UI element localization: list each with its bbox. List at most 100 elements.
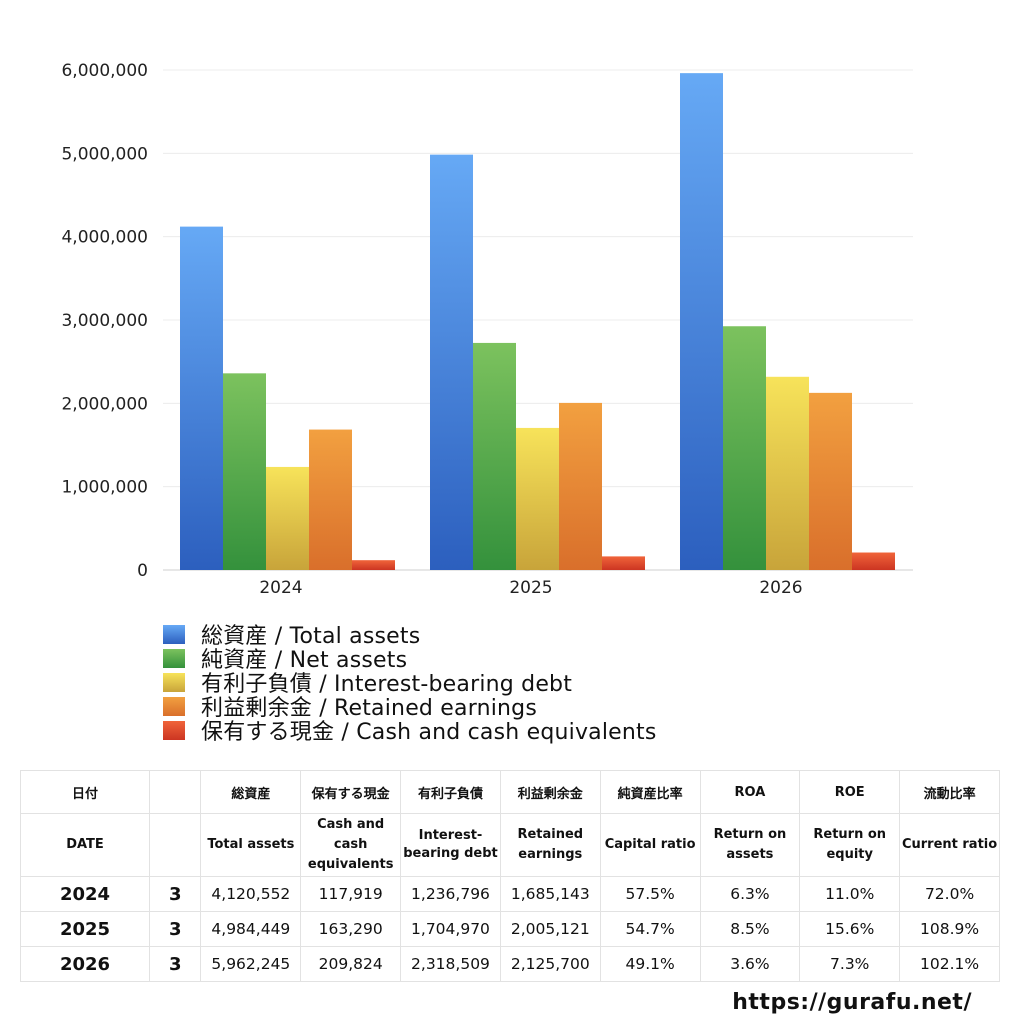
legend-label: 保有する現金 / Cash and cash equivalents bbox=[201, 720, 657, 745]
table-header-japanese: 日付 総資産 保有する現金 有利子負債 利益剰余金 純資産比率 ROA ROE 流動比率 bbox=[19, 770, 1000, 814]
column-header-en: Interest-bearing debt bbox=[400, 813, 501, 877]
y-tick-label: 1,000,000 bbox=[61, 478, 148, 498]
legend-swatch bbox=[163, 648, 185, 668]
table-cell: 57.5% bbox=[599, 876, 701, 912]
table-cell: 117,919 bbox=[300, 876, 402, 912]
column-header-en: Return on assets bbox=[699, 813, 801, 877]
table-cell: 2026 bbox=[19, 946, 151, 982]
x-axis-category-labels: 2024 2025 2026 bbox=[259, 578, 802, 598]
table-cell: 72.0% bbox=[899, 876, 1000, 912]
column-header-ja: 有利子負債 bbox=[400, 770, 501, 814]
column-header-ja: 利益剰余金 bbox=[499, 770, 601, 814]
bar bbox=[266, 466, 309, 570]
table-cell: 108.9% bbox=[899, 911, 1000, 947]
table-cell: 2,318,509 bbox=[400, 946, 501, 982]
legend-item: 保有する現金 / Cash and cash equivalents bbox=[163, 718, 657, 745]
table-cell: 3 bbox=[149, 946, 202, 982]
table-cell: 54.7% bbox=[599, 911, 701, 947]
column-header-en: Return on equity bbox=[799, 813, 901, 877]
table-cell: 2,005,121 bbox=[499, 911, 601, 947]
column-header-ja: ROE bbox=[799, 770, 901, 814]
table-row: 2025 3 4,984,449 163,290 1,704,970 2,005,121 5… bbox=[19, 911, 1000, 947]
table-cell: 49.1% bbox=[599, 946, 701, 982]
column-header-ja: 総資産 bbox=[200, 770, 302, 814]
legend-item: 有利子負債 / Interest-bearing debt bbox=[163, 670, 657, 697]
column-header-en: Current ratio bbox=[899, 813, 1000, 877]
y-tick-label: 3,000,000 bbox=[61, 311, 148, 331]
table-cell: 3.6% bbox=[699, 946, 801, 982]
column-header-ja: 流動比率 bbox=[899, 770, 1000, 814]
table-cell: 4,120,552 bbox=[200, 876, 302, 912]
table-cell: 1,685,143 bbox=[499, 876, 601, 912]
legend-label: 総資産 / Total assets bbox=[201, 624, 421, 649]
bar bbox=[559, 402, 602, 570]
table-cell: 163,290 bbox=[300, 911, 402, 947]
bar bbox=[223, 373, 266, 570]
chart-legend: 総資産 / Total assets 純資産 / Net assets 有利子負債 … bbox=[163, 622, 657, 745]
bar bbox=[309, 429, 352, 570]
column-header-ja bbox=[149, 770, 202, 814]
bar bbox=[852, 552, 895, 570]
legend-label: 純資産 / Net assets bbox=[201, 648, 408, 673]
y-tick-label: 5,000,000 bbox=[61, 144, 148, 164]
table-cell: 1,704,970 bbox=[400, 911, 501, 947]
y-tick-label: 4,000,000 bbox=[61, 228, 148, 248]
table-cell: 15.6% bbox=[799, 911, 901, 947]
x-category-label: 2025 bbox=[509, 578, 552, 598]
bar-series bbox=[180, 73, 895, 571]
table-cell: 102.1% bbox=[899, 946, 1000, 982]
legend-label: 利益剰余金 / Retained earnings bbox=[201, 696, 537, 721]
bar bbox=[180, 226, 223, 570]
table-cell: 2024 bbox=[19, 876, 151, 912]
x-category-label: 2026 bbox=[759, 578, 802, 598]
legend-swatch bbox=[163, 624, 185, 644]
table-cell: 7.3% bbox=[799, 946, 901, 982]
bar bbox=[680, 73, 723, 571]
column-header-ja: 保有する現金 bbox=[300, 770, 402, 814]
table-cell: 8.5% bbox=[699, 911, 801, 947]
legend-swatch bbox=[163, 672, 185, 692]
column-header-ja: 日付 bbox=[19, 770, 151, 814]
column-header-en: Total assets bbox=[200, 813, 302, 877]
table-cell: 209,824 bbox=[300, 946, 402, 982]
legend-item: 総資産 / Total assets bbox=[163, 622, 657, 649]
table-cell: 11.0% bbox=[799, 876, 901, 912]
table-cell: 2,125,700 bbox=[499, 946, 601, 982]
legend-swatch bbox=[163, 696, 185, 716]
y-tick-label: 2,000,000 bbox=[61, 394, 148, 414]
bar bbox=[766, 376, 809, 570]
legend-item: 利益剰余金 / Retained earnings bbox=[163, 694, 657, 721]
legend-label: 有利子負債 / Interest-bearing debt bbox=[201, 672, 573, 697]
bar bbox=[809, 392, 852, 570]
table-row: 2026 3 5,962,245 209,824 2,318,509 2,125,700 4… bbox=[19, 946, 1000, 982]
bar bbox=[352, 560, 395, 570]
bar bbox=[516, 427, 559, 570]
column-header-en: Cash and cash equivalents bbox=[300, 813, 402, 877]
legend-item: 純資産 / Net assets bbox=[163, 646, 657, 673]
table-cell: 4,984,449 bbox=[200, 911, 302, 947]
column-header-ja: 純資産比率 bbox=[599, 770, 701, 814]
y-tick-label: 6,000,000 bbox=[61, 61, 148, 81]
bar-chart: 0 1,000,000 2,000,000 3,000,000 4,000,000 5,0… bbox=[61, 61, 913, 598]
table-cell: 5,962,245 bbox=[200, 946, 302, 982]
bar bbox=[430, 154, 473, 570]
column-header-en: DATE bbox=[19, 813, 151, 877]
column-header-en: Retained earnings bbox=[499, 813, 601, 877]
y-tick-label: 0 bbox=[137, 561, 148, 581]
table-header-english: DATE Total assets Cash and cash equivalent… bbox=[19, 813, 1000, 877]
table-cell: 2025 bbox=[19, 911, 151, 947]
legend-swatch bbox=[163, 720, 185, 740]
column-header-en bbox=[149, 813, 202, 877]
y-axis-tick-labels: 0 1,000,000 2,000,000 3,000,000 4,000,000 5,0… bbox=[61, 61, 148, 581]
bar bbox=[723, 326, 766, 570]
table-cell: 3 bbox=[149, 876, 202, 912]
table-cell: 3 bbox=[149, 911, 202, 947]
column-header-en: Capital ratio bbox=[599, 813, 701, 877]
financial-data-table: 日付 総資産 保有する現金 有利子負債 利益剰余金 純資産比率 ROA ROE 流動比率 DAT… bbox=[19, 770, 1000, 982]
bar bbox=[602, 556, 645, 570]
column-header-ja: ROA bbox=[699, 770, 801, 814]
table-cell: 1,236,796 bbox=[400, 876, 501, 912]
x-category-label: 2024 bbox=[259, 578, 302, 598]
table-cell: 6.3% bbox=[699, 876, 801, 912]
site-url: https://gurafu.net/ bbox=[732, 990, 972, 1015]
